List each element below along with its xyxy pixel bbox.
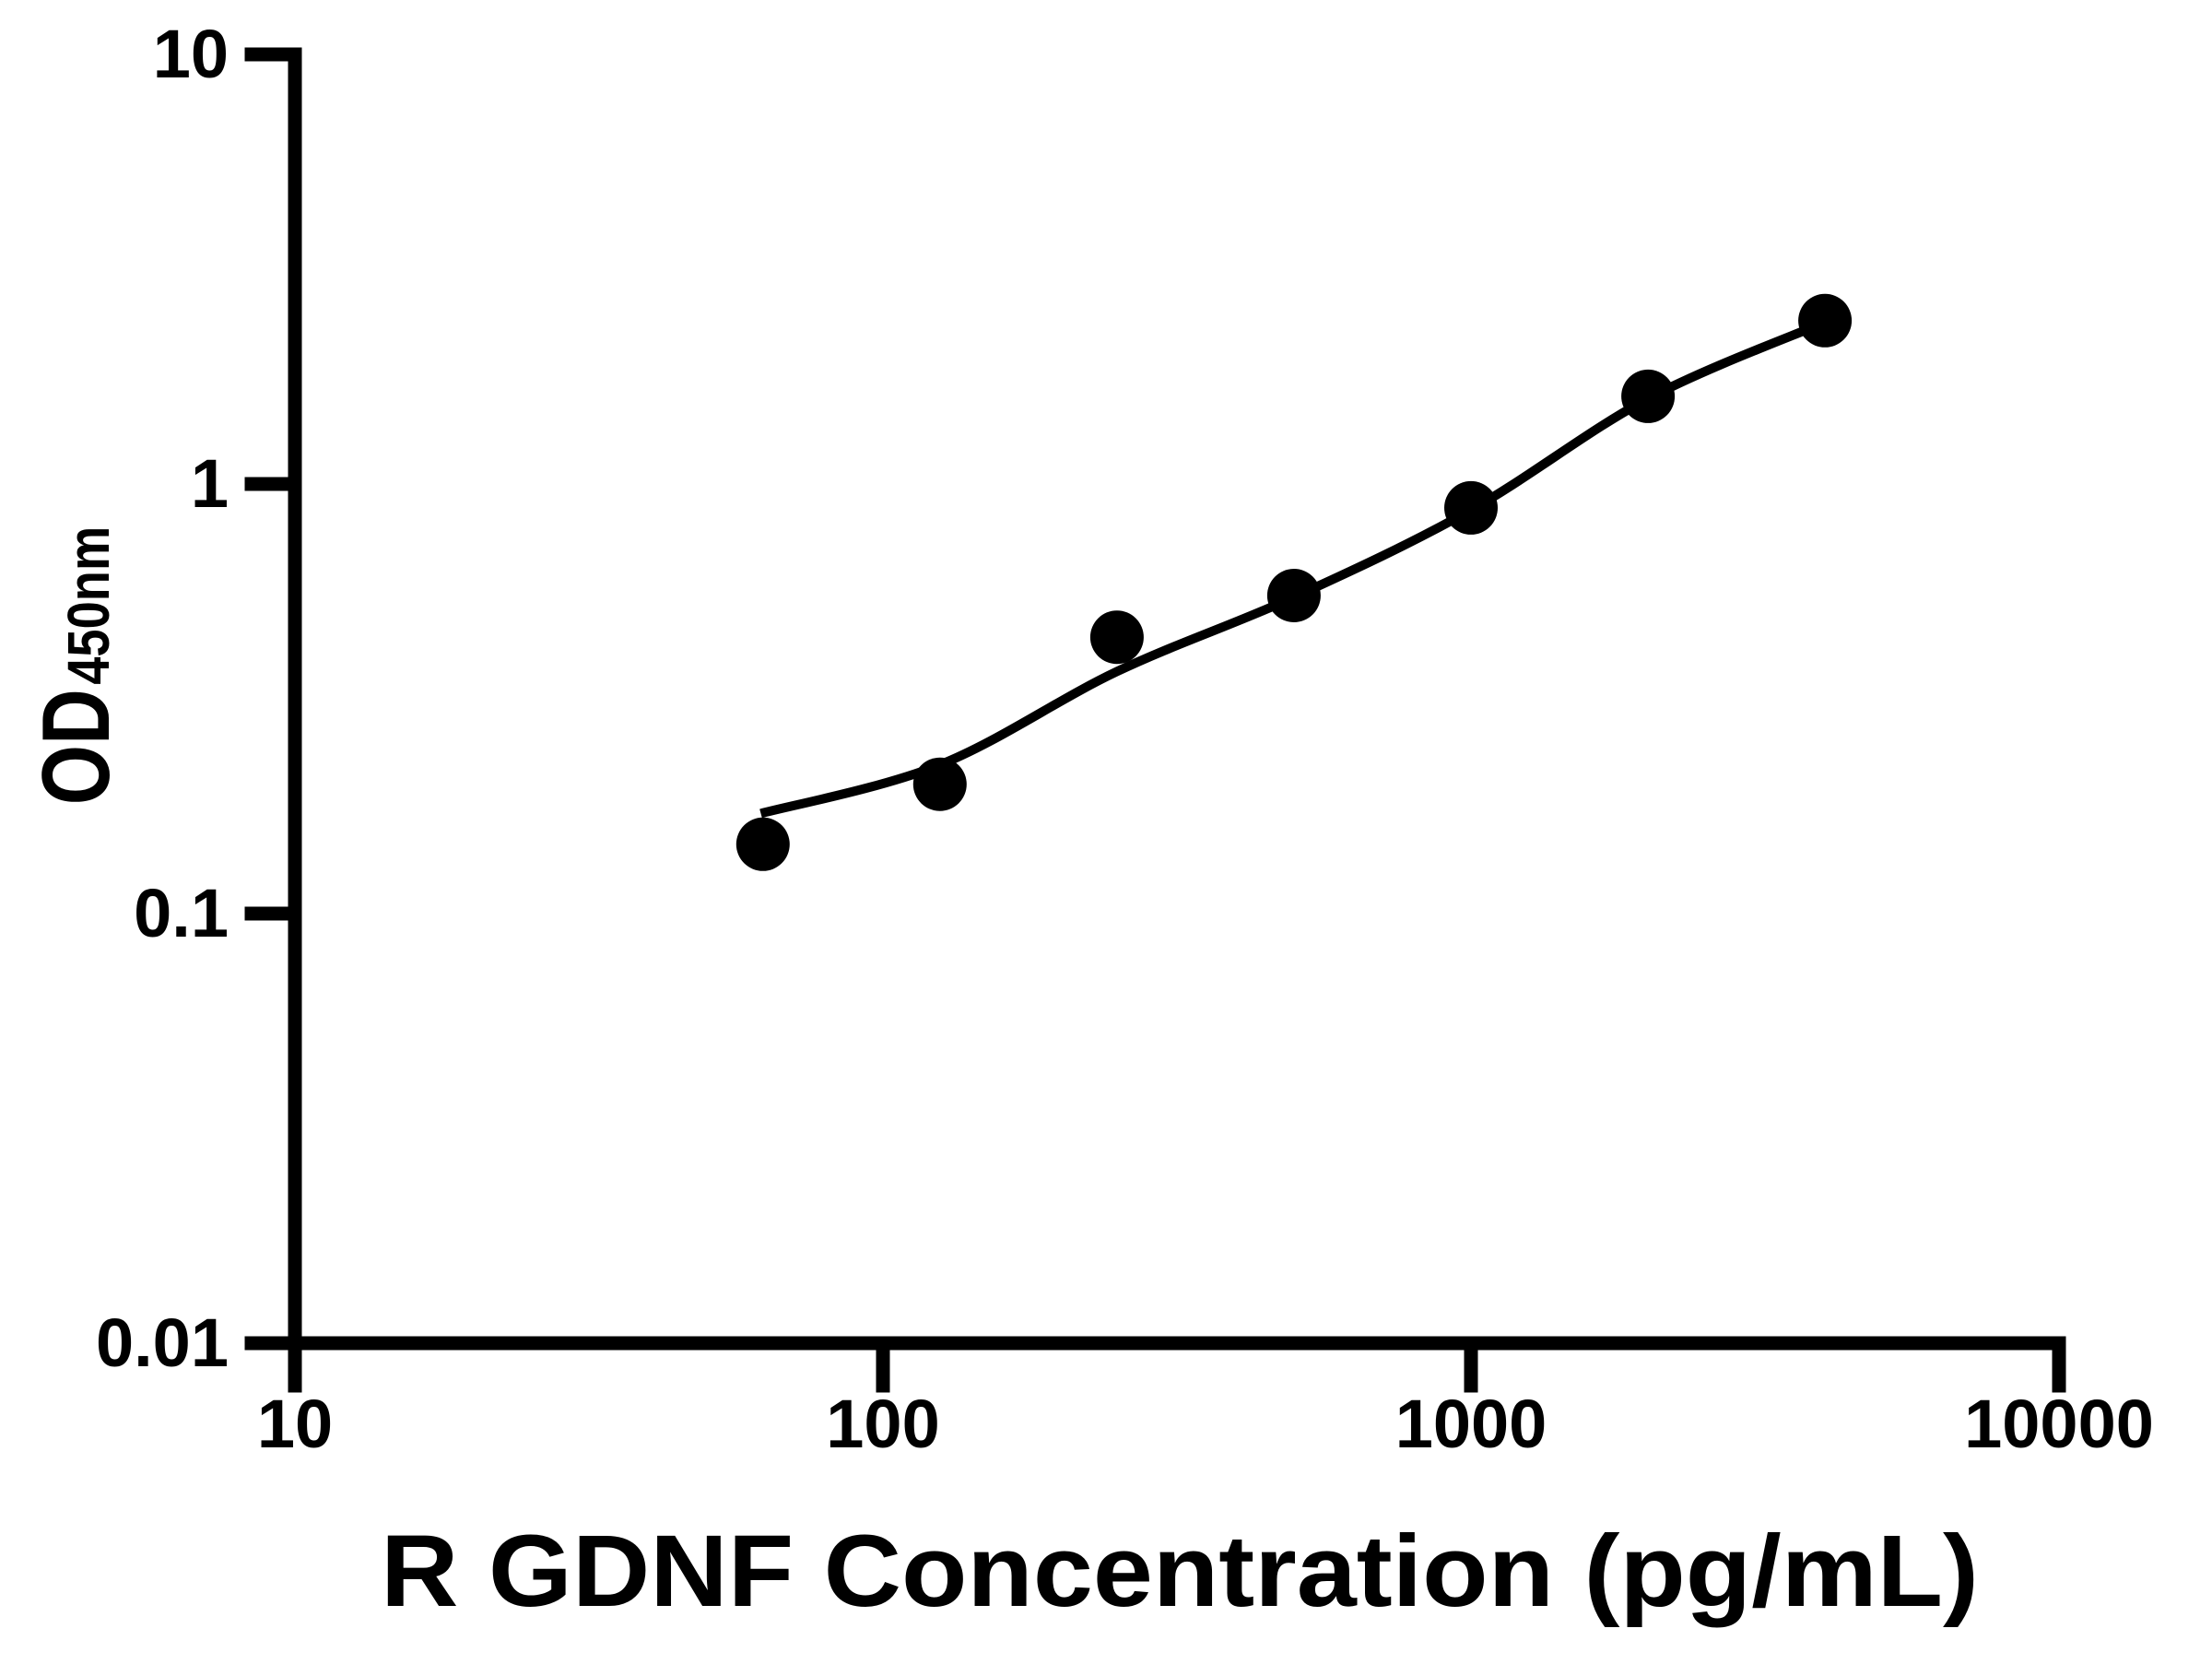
data-point [1089,610,1144,665]
y-axis-ticks: 10 1 0.1 0.01 [96,16,295,1381]
data-point [1798,293,1853,348]
x-tick-label: 100 [826,1386,939,1462]
y-axis-title-subscript: 450nm [55,526,122,685]
y-axis-title: OD 450nm [23,526,130,805]
data-point [1621,369,1676,423]
data-points-group [735,293,1853,871]
y-tick-label: 0.1 [134,875,229,951]
data-point [1266,569,1321,622]
axes [288,47,2066,1351]
y-tick-label: 10 [153,16,229,92]
x-tick-label: 10000 [1964,1386,2154,1462]
y-tick-label: 0.01 [96,1304,229,1381]
x-axis-ticks: 10 100 1000 10000 [257,1343,2154,1462]
x-tick-label: 1000 [1395,1386,1547,1462]
y-tick-label: 1 [191,445,229,522]
data-point [912,757,967,811]
x-axis-title: R GDNF Concentration (pg/mL) [381,1515,1979,1628]
y-axis-title-main: OD [23,689,130,805]
data-point [1444,480,1498,535]
data-point [735,817,790,871]
x-tick-label: 10 [257,1386,333,1462]
